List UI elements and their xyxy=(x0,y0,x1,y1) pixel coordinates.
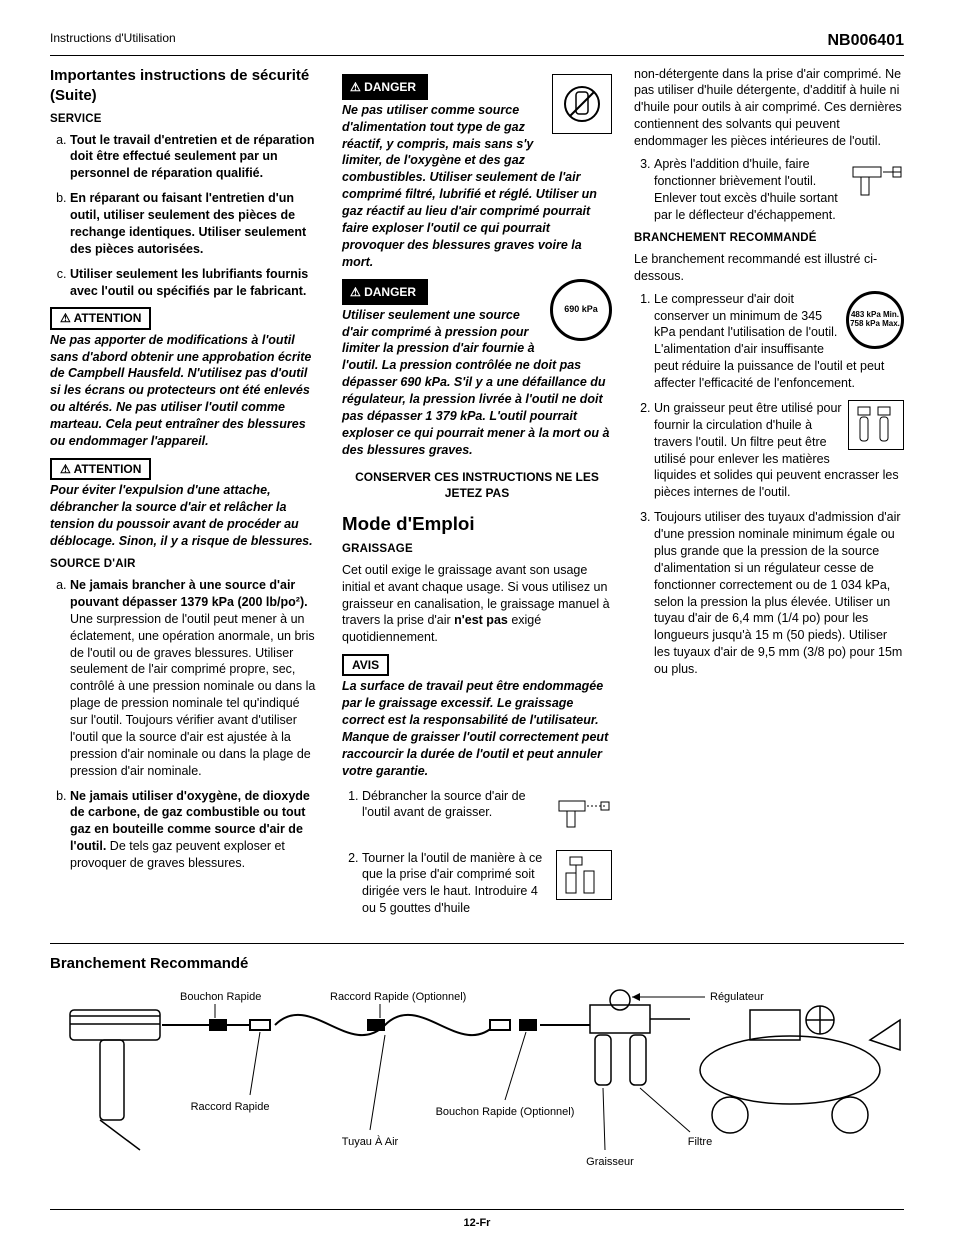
source-air-list: Ne jamais brancher à une source d'air po… xyxy=(50,577,320,872)
source-air-item: Ne jamais utiliser d'oxygène, de dioxyde… xyxy=(70,788,320,872)
attention-block-1: ⚠ ATTENTION Ne pas apporter de modificat… xyxy=(50,307,320,449)
graissage-para: Cet outil exige le graissage avant son u… xyxy=(342,562,612,646)
step-item: Après l'addition d'huile, faire fonction… xyxy=(654,156,904,224)
lbl-graisseur: Graisseur xyxy=(586,1156,634,1168)
tool-run-icon xyxy=(848,156,904,206)
lbl-raccord-rapide: Raccord Rapide xyxy=(191,1101,270,1113)
keep-instructions: CONSERVER CES INSTRUCTIONS NE LES JETEZ … xyxy=(342,469,612,501)
gauge-range-icon: 483 kPa Min.758 kPa Max. xyxy=(846,291,904,349)
danger-label: ⚠ DANGER xyxy=(342,74,428,100)
oil-drop-icon xyxy=(556,850,612,900)
no-gas-icon xyxy=(552,74,612,134)
attention-text: Ne pas apporter de modifications à l'out… xyxy=(50,332,320,450)
avis-text: La surface de travail peut être endommag… xyxy=(342,678,612,779)
branch-step: 483 kPa Min.758 kPa Max. Le compresseur … xyxy=(654,291,904,392)
lbl-filtre: Filtre xyxy=(688,1136,712,1148)
graissage-steps: Débrancher la source d'air de l'outil av… xyxy=(342,788,612,918)
attention-block-2: ⚠ ATTENTION Pour éviter l'expulsion d'un… xyxy=(50,458,320,550)
service-list: Tout le travail d'entretien et de répara… xyxy=(50,132,320,300)
tool-icon xyxy=(556,788,612,838)
branch-heading: BRANCHEMENT RECOMMANDÉ xyxy=(634,231,904,247)
danger-label: ⚠ DANGER xyxy=(342,279,428,305)
hookup-svg: Bouchon Rapide Raccord Rapide (Optionnel… xyxy=(50,980,904,1200)
danger-block-2: 690 kPa ⚠ DANGER Utiliser seulement une … xyxy=(342,279,612,459)
step-item: Débrancher la source d'air de l'outil av… xyxy=(362,788,612,842)
danger-block-1: ⚠ DANGER Ne pas utiliser comme source d'… xyxy=(342,74,612,271)
branch-steps: 483 kPa Min.758 kPa Max. Le compresseur … xyxy=(634,291,904,678)
lbl-tuyau: Tuyau À Air xyxy=(342,1135,399,1148)
branch-para: Le branchement recommandé est illustré c… xyxy=(634,251,904,285)
header-right: NB006401 xyxy=(828,30,905,52)
content-columns: Importantes instructions de sécurité (Su… xyxy=(50,66,904,926)
gauge-icon: 690 kPa xyxy=(550,279,612,341)
header-left: Instructions d'Utilisation xyxy=(50,30,176,52)
branch-step: Toujours utiliser des tuyaux d'admission… xyxy=(654,509,904,678)
column-2: ⚠ DANGER Ne pas utiliser comme source d'… xyxy=(342,66,612,926)
page-footer: 12-Fr xyxy=(50,1216,904,1231)
mode-title: Mode d'Emploi xyxy=(342,511,612,536)
attention-label: ⚠ ATTENTION xyxy=(50,458,151,480)
step-item: Tourner la l'outil de manière à ce que l… xyxy=(362,850,612,918)
header-bar: Instructions d'Utilisation NB006401 xyxy=(50,30,904,56)
column-3: non-détergente dans la prise d'air compr… xyxy=(634,66,904,926)
hookup-diagram: Bouchon Rapide Raccord Rapide (Optionnel… xyxy=(50,980,904,1210)
service-item: En réparant ou faisant l'entretien d'un … xyxy=(70,190,320,258)
service-item: Tout le travail d'entretien et de répara… xyxy=(70,132,320,183)
continuation-steps: Après l'addition d'huile, faire fonction… xyxy=(634,156,904,224)
source-air-item: Ne jamais brancher à une source d'air po… xyxy=(70,577,320,780)
lbl-regulateur: Régulateur xyxy=(710,991,764,1003)
avis-block: AVIS La surface de travail peut être end… xyxy=(342,654,612,779)
service-item: Utiliser seulement les lubrifiants fourn… xyxy=(70,266,320,300)
lbl-raccord-rapide-opt: Raccord Rapide (Optionnel) xyxy=(330,991,466,1003)
branch-step: Un graisseur peut être utilisé pour four… xyxy=(654,400,904,501)
avis-label: AVIS xyxy=(342,654,389,676)
column-1: Importantes instructions de sécurité (Su… xyxy=(50,66,320,926)
continuation-para: non-détergente dans la prise d'air compr… xyxy=(634,66,904,150)
attention-label: ⚠ ATTENTION xyxy=(50,307,151,329)
safety-title: Importantes instructions de sécurité (Su… xyxy=(50,66,320,107)
source-air-heading: SOURCE D'AIR xyxy=(50,557,320,573)
lubricator-icon xyxy=(848,400,904,450)
lbl-bouchon-rapide: Bouchon Rapide xyxy=(180,991,261,1003)
service-heading: SERVICE xyxy=(50,112,320,128)
hookup-title: Branchement Recommandé xyxy=(50,943,904,974)
graissage-heading: GRAISSAGE xyxy=(342,542,612,558)
attention-text: Pour éviter l'expulsion d'une attache, d… xyxy=(50,482,320,550)
lbl-bouchon-rapide-opt: Bouchon Rapide (Optionnel) xyxy=(436,1106,575,1118)
